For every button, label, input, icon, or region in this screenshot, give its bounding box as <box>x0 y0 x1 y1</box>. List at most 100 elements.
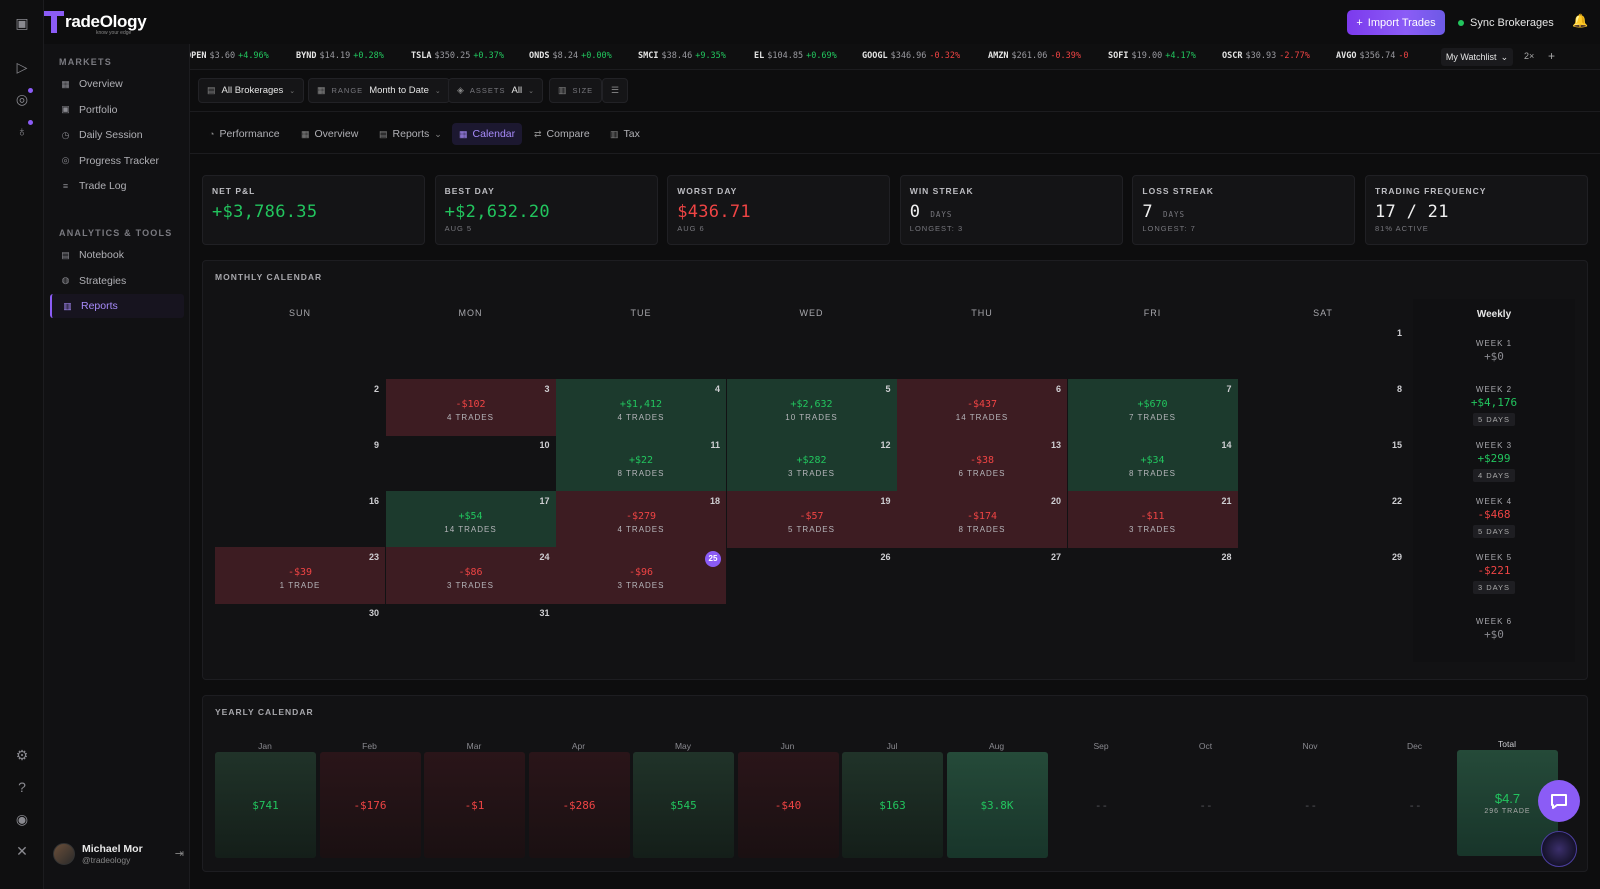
ticker-item[interactable]: OSCR $30.93 -2.77% <box>1222 51 1310 61</box>
calendar-day[interactable]: 2 <box>215 379 385 436</box>
calendar-day[interactable]: 10 <box>386 435 556 492</box>
calendar-day[interactable]: 22 <box>1238 491 1408 548</box>
chevron-down-icon: ⌄ <box>528 87 534 95</box>
watchlist-dropdown[interactable]: My Watchlist ⌄ <box>1441 48 1513 66</box>
calendar-day[interactable]: 30 <box>215 603 385 660</box>
calendar-day[interactable]: 13 -$38 6 TRADES <box>897 435 1067 492</box>
calendar-day[interactable]: 31 <box>386 603 556 660</box>
logout-icon[interactable]: ⇥ <box>174 848 184 860</box>
calendar-day[interactable]: 16 <box>215 491 385 548</box>
sidebar-item-overview[interactable]: ▦ Overview <box>61 78 123 90</box>
calendar-day[interactable]: 14 +$34 8 TRADES <box>1067 435 1238 492</box>
bulb-icon[interactable]: ♁ <box>13 120 33 140</box>
ticker-item[interactable]: OPEN$3.60+4.96% <box>190 51 269 61</box>
sidebar-item-portfolio[interactable]: ▣ Portfolio <box>61 103 118 116</box>
calendar-day[interactable]: 7 +$670 7 TRADES <box>1067 379 1238 436</box>
calendar-day[interactable]: 5 +$2,632 10 TRADES <box>726 379 897 436</box>
sidebar-item-progress-tracker[interactable]: ◎ Progress Tracker <box>61 154 159 167</box>
sync-brokerages-button[interactable]: Sync Brokerages <box>1458 10 1554 35</box>
month-cell[interactable]: -- <box>1408 798 1422 812</box>
ticker-item[interactable]: SOFI $19.00 +4.17% <box>1108 51 1196 61</box>
brokerage-filter[interactable]: ▤ All Brokerages ⌄ <box>198 78 305 103</box>
add-ticker-button[interactable]: + <box>1548 49 1556 63</box>
calendar-day[interactable]: 6 -$437 14 TRADES <box>897 379 1067 436</box>
month-cell[interactable]: $3.8K <box>946 752 1048 858</box>
tab-tax[interactable]: ▥ Tax <box>610 128 640 140</box>
calendar-day[interactable]: 9 <box>215 435 385 492</box>
calendar-day[interactable]: 17 +$54 14 TRADES <box>385 491 556 548</box>
ticker-item[interactable]: SMCI $38.46 +9.35% <box>638 51 726 61</box>
size-filter[interactable]: ▥ SIZE <box>549 78 603 103</box>
calendar-day[interactable]: 20 -$174 8 TRADES <box>897 491 1067 548</box>
month-cell[interactable]: -- <box>1303 798 1318 812</box>
sidebar-item-reports[interactable]: ▥ Reports <box>50 294 184 318</box>
calendar-day[interactable]: 27 <box>897 547 1067 604</box>
ticker-item[interactable]: AMZN $261.06 -0.39% <box>988 51 1082 61</box>
day-pnl: -$102 <box>455 399 486 410</box>
yearly-calendar-title: YEARLY CALENDAR <box>215 707 314 717</box>
assistant-orb-icon[interactable] <box>1541 831 1577 867</box>
calendar-day[interactable]: 19 -$57 5 TRADES <box>726 491 897 548</box>
assets-filter[interactable]: ◈ ASSETS All ⌄ <box>448 78 543 103</box>
calendar-day[interactable]: 1 <box>1238 323 1408 380</box>
help-icon[interactable]: ? <box>18 779 26 795</box>
import-trades-button[interactable]: + Import Trades <box>1347 10 1445 35</box>
advanced-filter-button[interactable]: ☰ <box>602 78 629 103</box>
calendar-day[interactable]: 4 +$1,412 4 TRADES <box>556 379 726 436</box>
month-cell[interactable]: -$286 <box>528 752 630 858</box>
calendar-day[interactable]: 24 -$86 3 TRADES <box>385 547 556 604</box>
ticker-item[interactable]: GOOGL $346.96 -0.32% <box>862 51 961 61</box>
speed-toggle[interactable]: 2× <box>1524 51 1535 61</box>
month-cell[interactable]: -$176 <box>319 752 421 858</box>
calendar-day[interactable]: 8 <box>1238 379 1408 436</box>
strategy-icon: ◍ <box>61 275 70 285</box>
tab-calendar[interactable]: ▦ Calendar <box>452 123 523 145</box>
calendar-day[interactable]: 25 -$96 3 TRADES <box>556 547 726 604</box>
monthly-calendar-title: MONTHLY CALENDAR <box>215 272 323 282</box>
calendar-day[interactable]: 29 <box>1238 547 1408 604</box>
month-cell[interactable]: -- <box>1199 798 1213 812</box>
calendar-day[interactable]: 3 -$102 4 TRADES <box>385 379 556 436</box>
bell-icon[interactable]: 🔔 <box>1572 13 1589 28</box>
target-icon[interactable]: ◎ <box>13 88 33 108</box>
ticker-item[interactable]: EL $104.85 +0.69% <box>754 51 837 61</box>
calendar-day[interactable]: 18 -$279 4 TRADES <box>556 491 726 548</box>
ticker-item[interactable]: BYND $14.19 +0.28% <box>296 51 384 61</box>
tab-overview[interactable]: ▦ Overview <box>301 128 359 140</box>
ticker-item[interactable]: AVGO $356.74 -0 <box>1336 51 1409 61</box>
play-icon[interactable]: ▷ <box>16 59 28 75</box>
calendar-day[interactable]: 11 +$22 8 TRADES <box>556 435 726 492</box>
x-icon[interactable]: ✕ <box>16 843 28 859</box>
calendar-day[interactable]: 21 -$11 3 TRADES <box>1067 491 1238 548</box>
calendar-day[interactable]: 26 <box>727 547 897 604</box>
day-number: 12 <box>880 440 891 450</box>
range-filter[interactable]: ▦ RANGE Month to Date ⌄ <box>308 78 450 103</box>
month-cell[interactable]: $741 <box>215 752 316 858</box>
user-profile[interactable]: Michael Mor @tradeology ⇥ <box>53 838 184 870</box>
discord-icon[interactable]: ◉ <box>15 811 29 827</box>
calendar-day[interactable]: 28 <box>1068 547 1238 604</box>
month-cell[interactable]: $163 <box>842 752 943 858</box>
month-cell[interactable]: -$40 <box>737 752 839 858</box>
sidebar-item-daily-session[interactable]: ◷ Daily Session <box>61 129 143 141</box>
month-cell[interactable]: -- <box>1094 798 1109 812</box>
calendar-day[interactable]: 23 -$39 1 TRADE <box>215 547 385 604</box>
calendar-day[interactable]: 12 +$282 3 TRADES <box>726 435 897 492</box>
calendar-day[interactable]: 15 <box>1238 435 1408 492</box>
yearly-calendar-panel: YEARLY CALENDAR Jan $741 Feb -$176 Mar -$1 Apr… <box>202 695 1588 872</box>
sidebar-toggle-icon[interactable]: ▣ <box>15 15 29 31</box>
tab-compare[interactable]: ⇄ Compare <box>534 128 590 140</box>
settings-icon[interactable]: ⚙ <box>15 747 29 763</box>
ticker-item[interactable]: ONDS $8.24 +0.00% <box>529 51 612 61</box>
logo[interactable]: radeOlogy know your edge <box>44 8 147 36</box>
tab-reports[interactable]: ▤ Reports ⌄ <box>379 128 442 140</box>
chat-button[interactable] <box>1538 780 1580 822</box>
month-cell[interactable]: $545 <box>633 752 734 858</box>
sidebar-item-strategies[interactable]: ◍ Strategies <box>61 274 127 287</box>
ticker-item[interactable]: TSLA $350.25 +0.37% <box>411 51 505 61</box>
sidebar-item-trade-log[interactable]: ≡ Trade Log <box>50 174 184 198</box>
sidebar-item-notebook[interactable]: ▤ Notebook <box>61 249 124 261</box>
tab-performance[interactable]: ◔ Performance <box>209 128 280 140</box>
day-number: 1 <box>1396 328 1402 338</box>
month-cell[interactable]: -$1 <box>424 752 525 858</box>
